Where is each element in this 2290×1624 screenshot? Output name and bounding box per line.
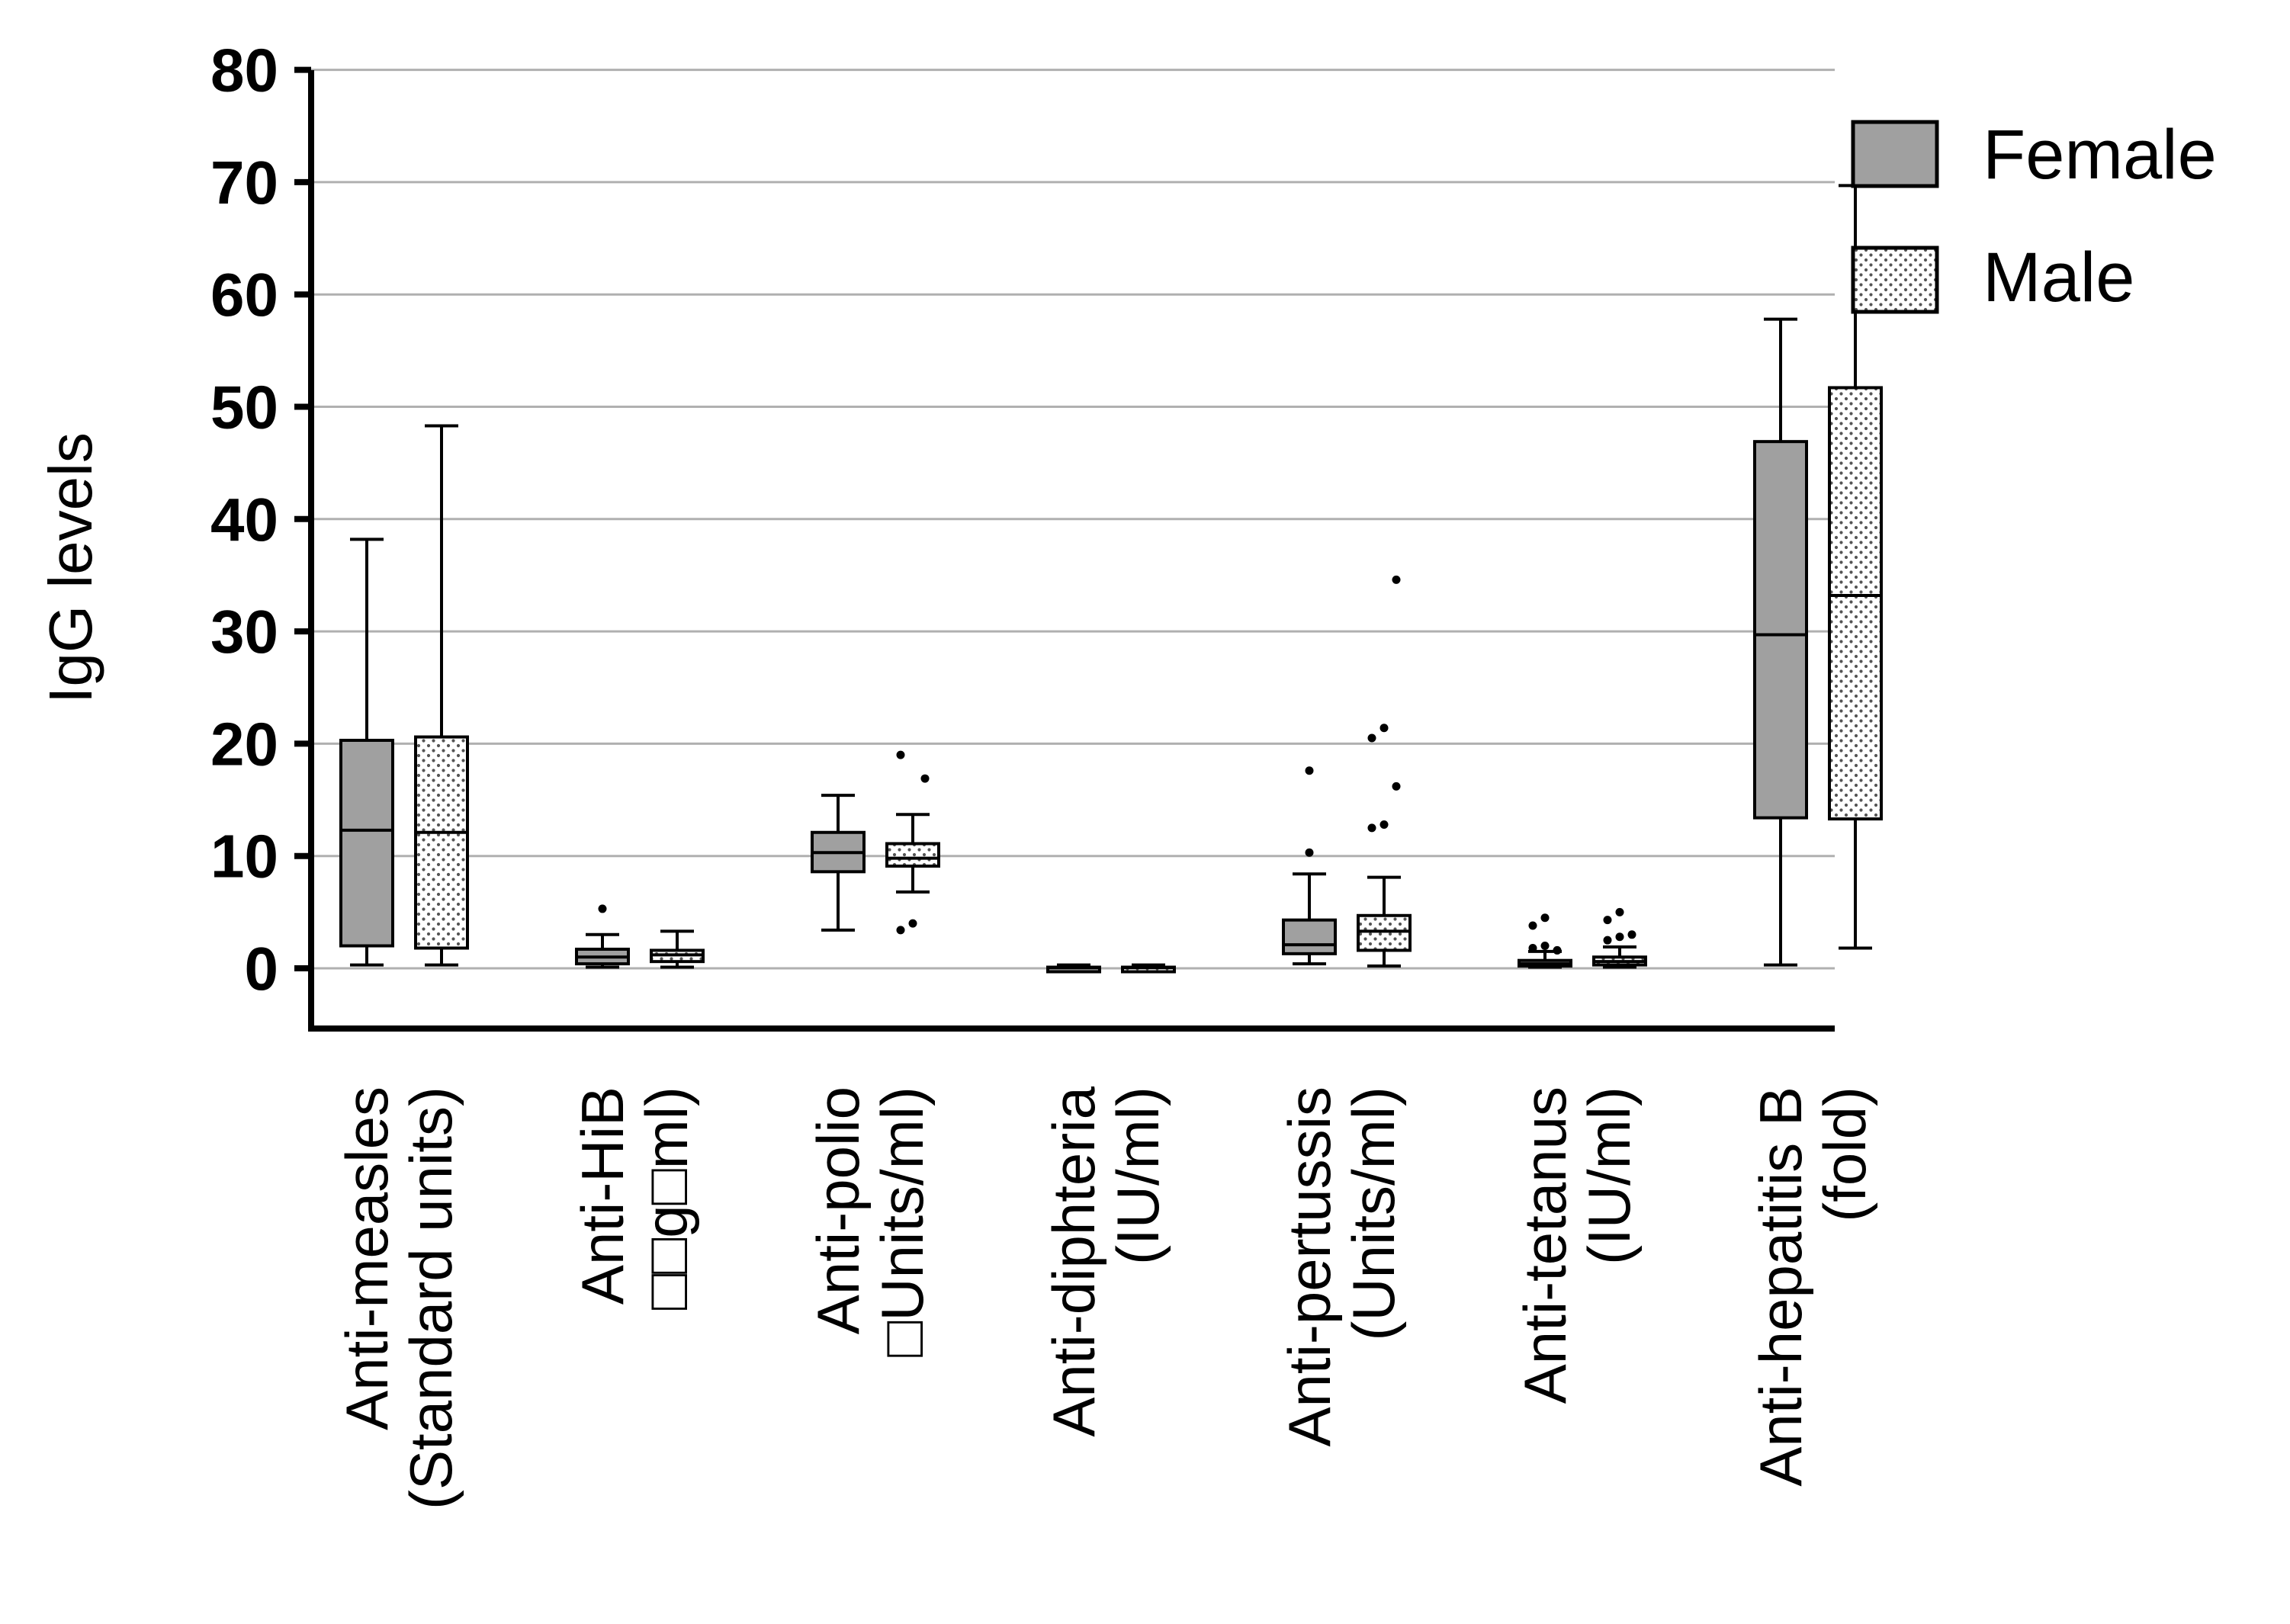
category-label-line1: Anti-HiB	[569, 1086, 636, 1305]
y-axis-title: IgG levels	[37, 432, 104, 704]
box-male-5	[1592, 907, 1647, 969]
outlier-point	[1379, 724, 1389, 733]
box-female-5	[1518, 913, 1572, 969]
box-iqr	[1753, 440, 1808, 820]
y-tick-label: 0	[245, 935, 279, 1003]
gridlines	[311, 69, 1835, 970]
legend: Female Male	[1851, 116, 2217, 316]
box-male-4	[1357, 575, 1412, 968]
category-label-1: Anti-HiB□□g□ml)	[569, 1086, 700, 1310]
outlier-point	[908, 919, 917, 928]
legend-female-swatch	[1851, 120, 1939, 188]
outlier-point	[1367, 823, 1376, 833]
box-female-6	[1753, 317, 1808, 967]
category-label-5: Anti-tetanus(IU/ml)	[1511, 1086, 1643, 1404]
box-male-1	[650, 929, 705, 969]
outlier-point	[896, 750, 905, 759]
box-male-3	[1121, 963, 1176, 974]
y-tick-label: 80	[210, 37, 278, 104]
category-label-line2: (IU/ml)	[1575, 1086, 1643, 1265]
y-tick-labels: 0 10 20 30 40 50 60 70 80	[210, 37, 278, 1003]
category-label-line2: (Units/ml)	[1340, 1086, 1407, 1341]
outlier-point	[1540, 942, 1550, 951]
y-tick-label: 30	[210, 598, 278, 666]
box-iqr	[885, 842, 940, 868]
category-label-4: Anti-pertussis(Units/ml)	[1276, 1086, 1407, 1447]
box-female-4	[1282, 766, 1337, 966]
outlier-point	[598, 904, 607, 913]
outlier-point	[1528, 921, 1537, 930]
category-label-line2: □Units/ml)	[869, 1086, 936, 1357]
box-male-2	[885, 750, 940, 935]
category-label-3: Anti-diphteria(IU/ml)	[1040, 1086, 1171, 1436]
category-label-line2: (Standard units)	[397, 1086, 464, 1510]
outlier-point	[1615, 907, 1624, 916]
legend-male-label: Male	[1983, 239, 2134, 316]
category-label-line1: Anti-tetanus	[1511, 1086, 1579, 1404]
y-tick-label: 50	[210, 374, 278, 441]
outlier-point	[1540, 913, 1550, 923]
boxplots	[339, 184, 1883, 974]
outlier-point	[1392, 575, 1401, 584]
outlier-point	[920, 774, 930, 783]
outlier-point	[1603, 936, 1612, 945]
box-male-0	[414, 424, 469, 967]
category-label-line2: (fold)	[1811, 1086, 1878, 1222]
category-label-line2: □□g□ml)	[633, 1086, 700, 1310]
box-female-0	[339, 538, 394, 967]
outlier-point	[1392, 782, 1401, 791]
axes	[294, 66, 1835, 1032]
box-female-3	[1046, 963, 1101, 974]
outlier-point	[1305, 848, 1314, 857]
outlier-point	[1367, 733, 1376, 743]
category-label-line1: Anti-measles	[333, 1086, 400, 1430]
y-tick-label: 60	[210, 261, 278, 329]
category-label-line1: Anti-diphteria	[1040, 1086, 1107, 1436]
box-iqr	[1357, 913, 1412, 952]
box-iqr	[339, 738, 394, 948]
outlier-point	[896, 926, 905, 935]
outlier-point	[1603, 916, 1612, 925]
box-iqr	[414, 735, 469, 950]
legend-female-label: Female	[1983, 116, 2217, 194]
box-iqr	[1828, 386, 1883, 821]
y-tick-label: 70	[210, 149, 278, 217]
y-tick-label: 20	[210, 710, 278, 778]
category-label-line2: (IU/ml)	[1104, 1086, 1171, 1265]
category-label-2: Anti-polio□Units/ml)	[805, 1086, 936, 1357]
outlier-point	[1553, 945, 1562, 955]
outlier-point	[1305, 766, 1314, 775]
box-iqr	[1282, 918, 1337, 955]
category-label-line1: Anti-pertussis	[1276, 1086, 1343, 1447]
outlier-point	[1627, 930, 1636, 939]
category-labels: Anti-measles(Standard units) Anti-HiB□□g□…	[333, 1086, 1878, 1510]
category-label-line1: Anti-polio	[805, 1086, 872, 1334]
box-male-6	[1828, 184, 1883, 950]
category-label-6: Anti-hepatitis B(fold)	[1747, 1086, 1878, 1487]
legend-male-swatch	[1851, 246, 1939, 314]
outlier-point	[1528, 943, 1537, 952]
y-tick-label: 10	[210, 823, 278, 891]
category-label-0: Anti-measles(Standard units)	[333, 1086, 464, 1510]
box-female-2	[811, 794, 866, 932]
outlier-point	[1379, 820, 1389, 829]
category-label-line1: Anti-hepatitis B	[1747, 1086, 1814, 1487]
box-female-1	[575, 904, 630, 969]
outlier-point	[1615, 932, 1624, 942]
y-tick-label: 40	[210, 486, 278, 554]
